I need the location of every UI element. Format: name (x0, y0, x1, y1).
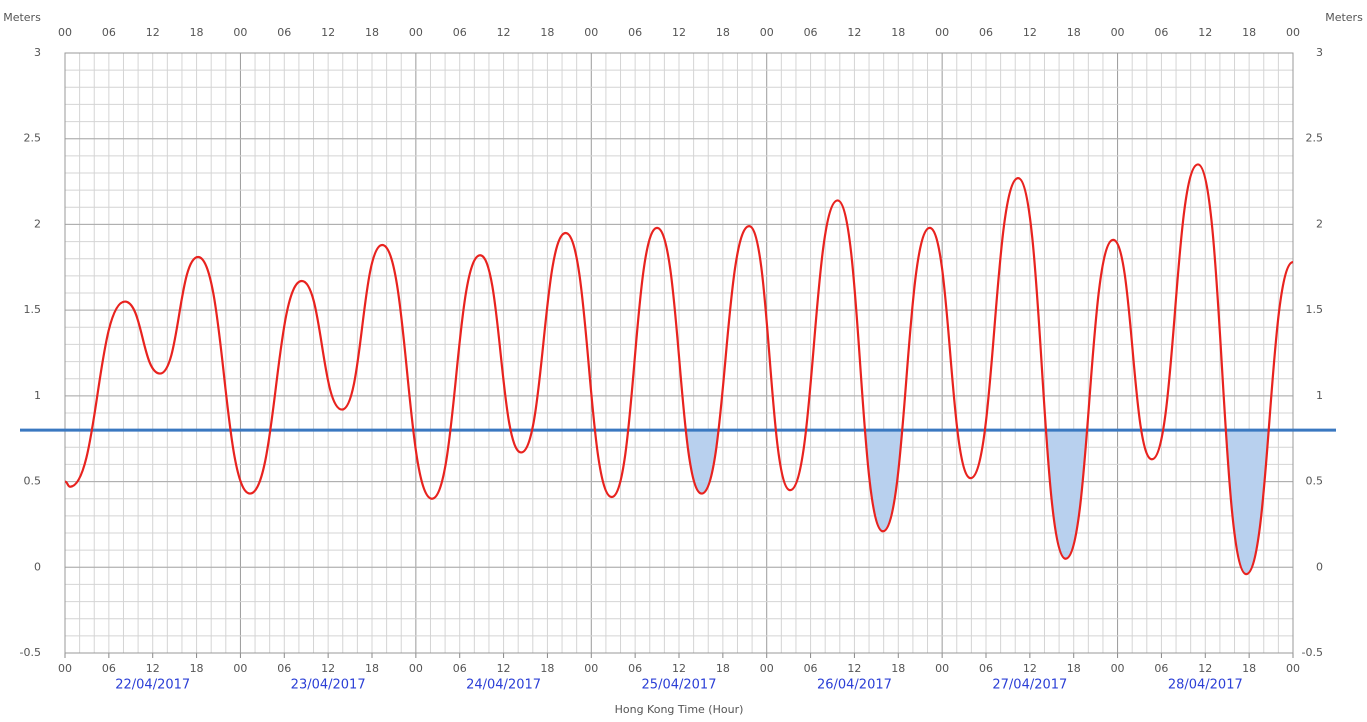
x-tick-label: 06 (804, 662, 818, 675)
x-tick-label: 12 (1198, 662, 1212, 675)
x2-tick-label: 12 (847, 26, 861, 39)
x-tick-label: 12 (1023, 662, 1037, 675)
y2-tick-label: 2.5 (1306, 132, 1324, 145)
x2-tick-label: 18 (190, 26, 204, 39)
date-label: 23/04/2017 (291, 678, 366, 693)
x-tick-label: 00 (935, 662, 949, 675)
date-label: 22/04/2017 (115, 678, 190, 693)
x2-tick-label: 06 (277, 26, 291, 39)
x2-tick-label: 06 (628, 26, 642, 39)
x2-tick-label: 18 (365, 26, 379, 39)
x-tick-label: 18 (190, 662, 204, 675)
y-tick-label: 0 (34, 560, 41, 573)
x-tick-label: 06 (277, 662, 291, 675)
y2-axis-label: Meters (1325, 11, 1363, 24)
y-tick-label: 0.5 (24, 475, 42, 488)
x-tick-label: 18 (365, 662, 379, 675)
y2-tick-label: -0.5 (1302, 646, 1323, 659)
x-tick-label: 18 (540, 662, 554, 675)
minor-grid (64, 52, 1294, 654)
x-tick-label: 00 (58, 662, 72, 675)
x-tick-label: 06 (628, 662, 642, 675)
x2-tick-label: 00 (1286, 26, 1300, 39)
y2-tick-label: 0.5 (1306, 475, 1324, 488)
x2-tick-label: 00 (760, 26, 774, 39)
plot-frame (64, 52, 1294, 654)
x-tick-label: 00 (760, 662, 774, 675)
x2-tick-label: 18 (1242, 26, 1256, 39)
y-tick-label: 1 (34, 389, 41, 402)
x2-tick-label: 06 (804, 26, 818, 39)
x-tick-label: 06 (453, 662, 467, 675)
x-tick-label: 00 (233, 662, 247, 675)
x2-tick-label: 18 (891, 26, 905, 39)
x2-tick-label: 00 (584, 26, 598, 39)
y2-tick-label: 1 (1316, 389, 1323, 402)
x-tick-label: 00 (584, 662, 598, 675)
x-tick-label: 18 (1067, 662, 1081, 675)
tide-line (64, 163, 1294, 576)
x2-tick-label: 00 (1111, 26, 1125, 39)
x2-tick-label: 00 (233, 26, 247, 39)
x2-tick-label: 06 (979, 26, 993, 39)
y-tick-label: 2 (34, 217, 41, 230)
x2-tick-label: 18 (1067, 26, 1081, 39)
y-tick-label: -0.5 (20, 646, 41, 659)
y2-tick-label: 0 (1316, 560, 1323, 573)
x-tick-label: 12 (321, 662, 335, 675)
y-tick-label: 2.5 (24, 132, 42, 145)
x-tick-label: 12 (672, 662, 686, 675)
x2-tick-label: 06 (453, 26, 467, 39)
x-tick-label: 06 (979, 662, 993, 675)
x2-tick-label: 00 (935, 26, 949, 39)
x2-tick-label: 18 (540, 26, 554, 39)
x2-tick-label: 18 (716, 26, 730, 39)
x2-tick-label: 06 (1154, 26, 1168, 39)
x2-tick-label: 12 (1023, 26, 1037, 39)
x2-tick-label: 00 (58, 26, 72, 39)
x-tick-label: 06 (102, 662, 116, 675)
date-label: 25/04/2017 (642, 678, 717, 693)
y-axis-label: Meters (3, 11, 41, 24)
y2-tick-label: 2 (1316, 217, 1323, 230)
x-tick-label: 00 (409, 662, 423, 675)
x2-tick-label: 00 (409, 26, 423, 39)
x-tick-label: 00 (1111, 662, 1125, 675)
date-label: 26/04/2017 (817, 678, 892, 693)
y-tick-label: 3 (34, 46, 41, 59)
x-tick-label: 18 (891, 662, 905, 675)
x2-tick-label: 06 (102, 26, 116, 39)
x-tick-label: 12 (146, 662, 160, 675)
x2-tick-label: 12 (672, 26, 686, 39)
y2-tick-label: 1.5 (1306, 303, 1324, 316)
x2-tick-label: 12 (321, 26, 335, 39)
x2-tick-label: 12 (146, 26, 160, 39)
date-label: 24/04/2017 (466, 678, 541, 693)
x-axis-label: Hong Kong Time (Hour) (615, 703, 744, 716)
y-tick-label: 1.5 (24, 303, 42, 316)
x-tick-label: 18 (716, 662, 730, 675)
x-tick-label: 06 (1154, 662, 1168, 675)
x2-tick-label: 12 (497, 26, 511, 39)
x-tick-label: 18 (1242, 662, 1256, 675)
x-tick-label: 00 (1286, 662, 1300, 675)
x-tick-label: 12 (847, 662, 861, 675)
date-label: 28/04/2017 (1168, 678, 1243, 693)
date-label: 27/04/2017 (992, 678, 1067, 693)
x2-tick-label: 12 (1198, 26, 1212, 39)
y2-tick-label: 3 (1316, 46, 1323, 59)
x-tick-label: 12 (497, 662, 511, 675)
